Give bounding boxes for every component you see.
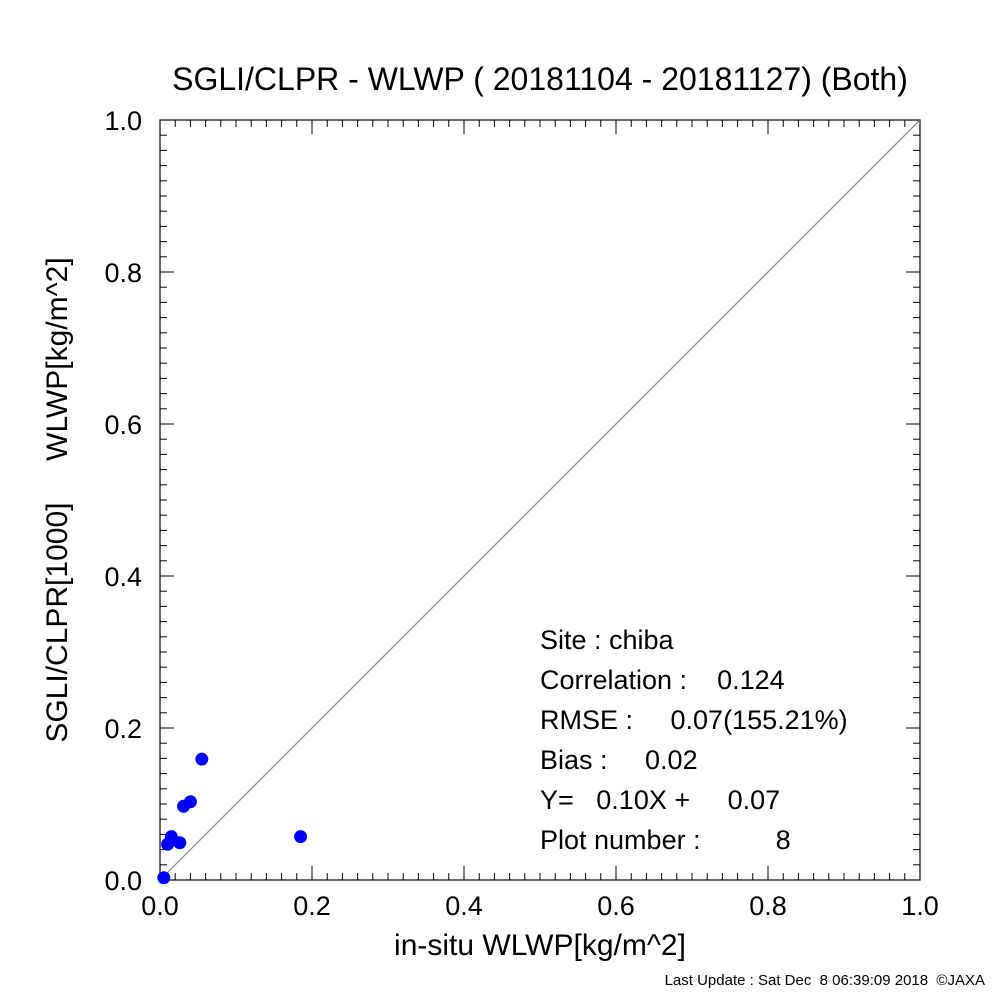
x-tick-label: 0.2 — [293, 891, 331, 921]
y-axis-title: SGLI/CLPR[1000] WLWP[kg/m^2] — [41, 257, 74, 742]
data-points — [157, 752, 308, 885]
data-point — [183, 795, 197, 809]
stat-regression: Y= 0.10X + 0.07 — [540, 785, 780, 815]
chart-title: SGLI/CLPR - WLWP ( 20181104 - 20181127) … — [172, 61, 908, 97]
x-tick-label: 0.8 — [749, 891, 787, 921]
one-to-one-line — [159, 119, 921, 881]
data-point — [195, 752, 209, 766]
reference-line-group — [159, 119, 921, 881]
x-axis-title: in-situ WLWP[kg/m^2] — [394, 929, 686, 962]
x-tick-labels: 0.0 0.2 0.4 0.6 0.8 1.0 — [141, 891, 939, 921]
stats-block: Site : chiba Correlation : 0.124 RMSE : … — [540, 625, 848, 855]
data-point — [157, 871, 171, 885]
y-tick-labels: 0.0 0.2 0.4 0.6 0.8 1.0 — [104, 106, 142, 896]
y-tick-label: 0.8 — [104, 258, 142, 288]
x-tick-label: 0.0 — [141, 891, 179, 921]
y-tick-label: 0.0 — [104, 866, 142, 896]
data-point — [173, 836, 187, 850]
data-point — [294, 830, 308, 844]
stat-correlation: Correlation : 0.124 — [540, 665, 785, 695]
stat-plot-number: Plot number : 8 — [540, 825, 791, 855]
footer-last-update: Last Update : Sat Dec 8 06:39:09 2018 ©J… — [665, 972, 985, 989]
tick-marks — [159, 119, 921, 881]
x-tick-label: 1.0 — [901, 891, 939, 921]
x-tick-label: 0.6 — [597, 891, 635, 921]
y-tick-label: 1.0 — [104, 106, 142, 136]
x-tick-label: 0.4 — [445, 891, 483, 921]
y-tick-label: 0.2 — [104, 714, 142, 744]
stat-bias: Bias : 0.02 — [540, 745, 698, 775]
y-tick-label: 0.6 — [104, 410, 142, 440]
stat-site: Site : chiba — [540, 625, 675, 655]
y-tick-label: 0.4 — [104, 562, 142, 592]
stat-rmse: RMSE : 0.07(155.21%) — [540, 705, 848, 735]
